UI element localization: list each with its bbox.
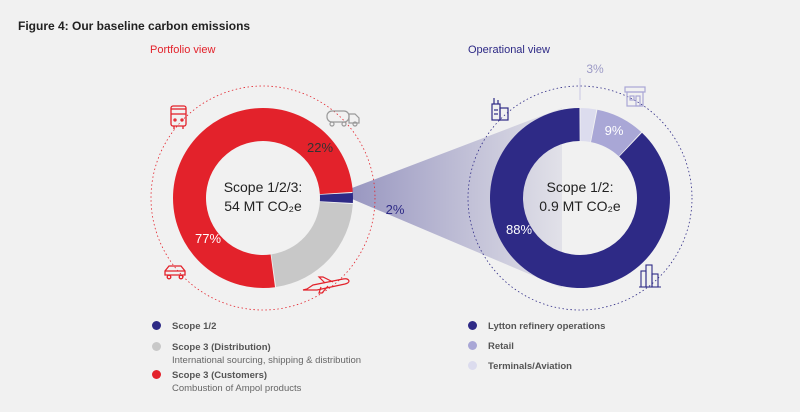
slice-scope-3-distribution [271, 201, 353, 288]
car-icon [164, 265, 186, 280]
label-scope3-distribution: 22% [307, 140, 333, 155]
legend-sublabel: International sourcing, shipping & distr… [172, 355, 362, 366]
legend-dot-scope12 [152, 321, 161, 330]
label-retail: 9% [605, 123, 624, 138]
airplane-icon [302, 276, 350, 294]
legend-dot-retail [468, 341, 477, 350]
tanker-truck-icon [326, 110, 360, 127]
legend-dot-scope3-customers [152, 370, 161, 379]
legend-label: Lytton refinery operations [488, 321, 606, 332]
refinery-icon [491, 98, 509, 121]
legend-dot-terminals [468, 361, 477, 370]
label-lytton: 88% [506, 222, 532, 237]
operational-center-line1: Scope 1/2: [547, 179, 614, 195]
legend-label: Scope 3 (Distribution) [172, 342, 271, 353]
retail-store-icon [624, 86, 646, 107]
operational-view-label: Operational view [468, 44, 550, 56]
portfolio-donut [172, 107, 353, 288]
slice-retail [591, 109, 642, 157]
portfolio-center-line1: Scope 1/2/3: [224, 179, 303, 195]
portfolio-outer-ring [150, 85, 376, 311]
slice-scope-1-2 [319, 192, 353, 204]
terminal-city-icon [639, 264, 661, 288]
operational-outer-ring [467, 85, 693, 311]
legend-label: Scope 3 (Customers) [172, 370, 268, 381]
portfolio-legend: Scope 1/2 Scope 3 (Distribution) Interna… [152, 318, 412, 398]
legend-dot-lytton [468, 321, 477, 330]
slice-terminals-aviation [580, 108, 597, 142]
legend-label: Terminals/Aviation [488, 361, 572, 372]
portfolio-view-label: Portfolio view [150, 44, 216, 56]
portfolio-center-line2: 54 MT CO₂e [224, 198, 302, 214]
legend-label: Retail [488, 341, 514, 352]
operational-legend: Lytton refinery operations Retail Termin… [468, 318, 668, 378]
bus-icon [170, 105, 187, 129]
legend-label: Scope 1/2 [172, 321, 217, 332]
slice-scope-3-customers [172, 107, 353, 288]
label-terminals: 3% [586, 62, 604, 76]
figure-title: Figure 4: Our baseline carbon emissions [18, 19, 251, 33]
operational-center-line2: 0.9 MT CO₂e [539, 198, 621, 214]
label-scope12: 2% [386, 202, 405, 217]
operational-donut [490, 108, 671, 289]
slice-lytton-refinery-operations [490, 108, 671, 289]
legend-sublabel: Combustion of Ampol products [172, 383, 302, 394]
legend-dot-scope3-distribution [152, 342, 161, 351]
label-scope3-customers: 77% [195, 231, 221, 246]
